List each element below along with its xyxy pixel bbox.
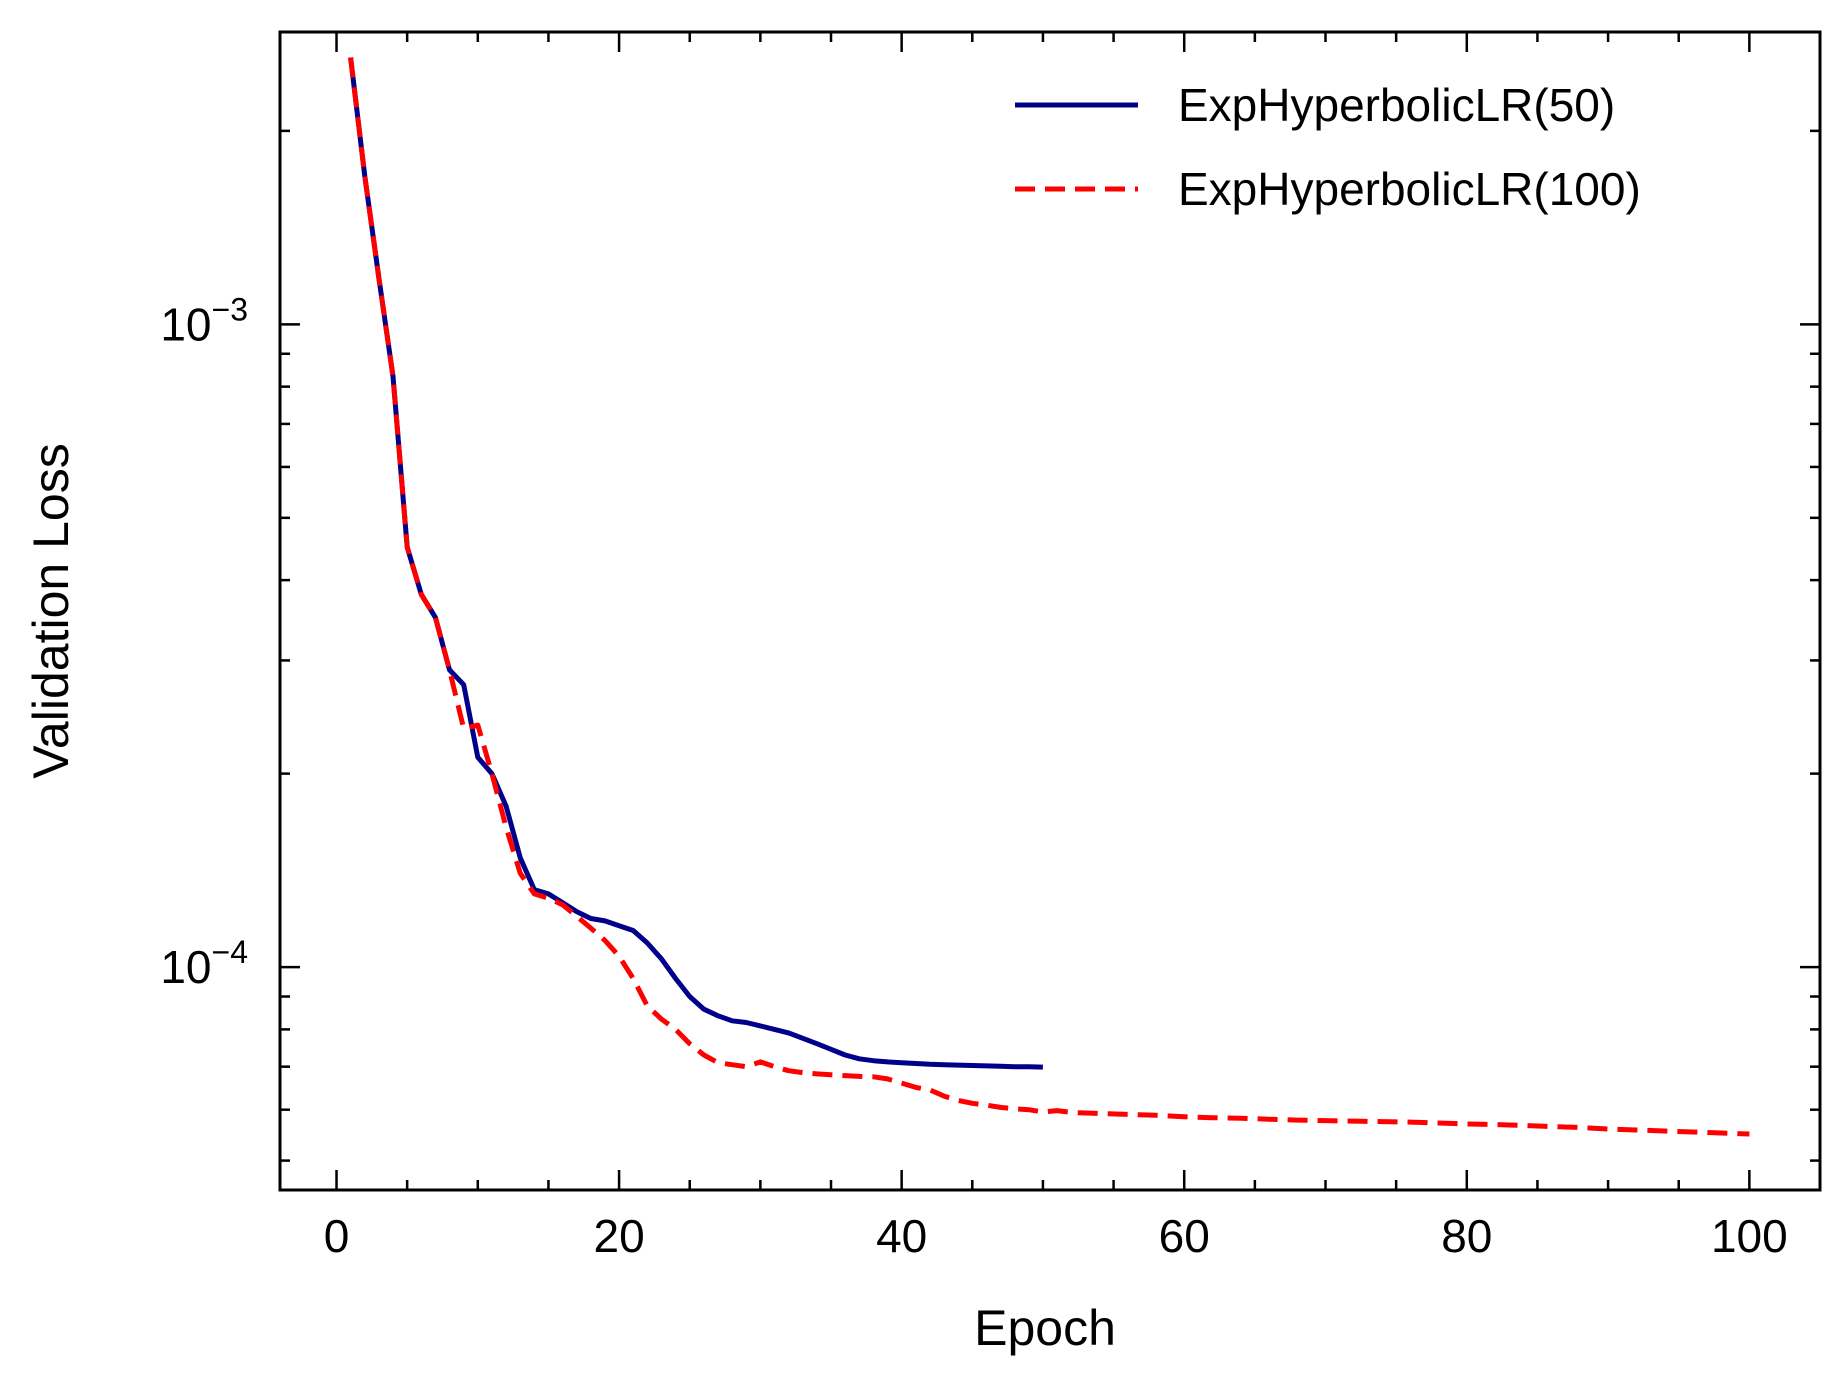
legend: ExpHyperbolicLR(50) ExpHyperbolicLR(100) (1015, 79, 1641, 215)
x-tick-label: 100 (1711, 1210, 1788, 1262)
x-tick-label: 20 (593, 1210, 644, 1262)
x-axis-label: Epoch (974, 1300, 1116, 1356)
x-tick-label: 0 (324, 1210, 350, 1262)
y-tick-label: 10−3 (160, 291, 248, 350)
x-tick-label: 60 (1159, 1210, 1210, 1262)
series-lines (348, 57, 1750, 1137)
legend-label-1: ExpHyperbolicLR(50) (1178, 79, 1615, 131)
y-ticks: 10−3 10−4 (160, 129, 1820, 1162)
series-line-2 (348, 57, 1750, 1137)
y-tick-label: 10−4 (160, 934, 248, 993)
plot-frame (278, 30, 1822, 1192)
series-line-1 (348, 57, 1043, 1070)
legend-label-2: ExpHyperbolicLR(100) (1178, 163, 1641, 215)
x-tick-label: 80 (1441, 1210, 1492, 1262)
x-ticks: 0 20 40 60 80 100 (324, 32, 1822, 1262)
x-tick-label: 40 (876, 1210, 927, 1262)
y-axis-label: Validation Loss (23, 443, 79, 778)
